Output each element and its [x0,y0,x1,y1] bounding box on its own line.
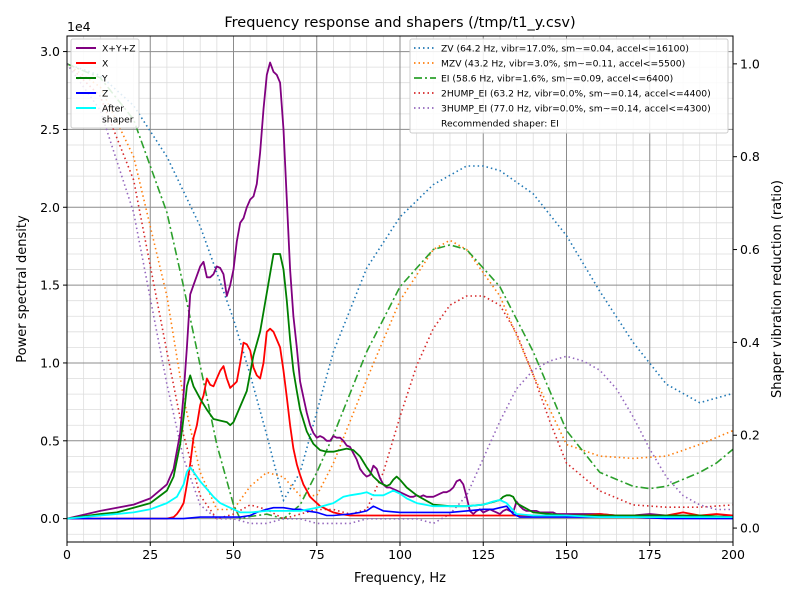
legend-right-label: ZV (64.2 Hz, vibr=17.0%, sm~=0.04, accel… [441,44,689,55]
legend-right: ZV (64.2 Hz, vibr=17.0%, sm~=0.04, accel… [409,38,729,134]
y-tick-label: 2.0 [40,200,60,215]
y-tick-label: 1.0 [40,355,60,370]
y-tick-label: 0.5 [40,433,60,448]
x-tick-label: 200 [721,547,745,562]
psd-series-line [67,327,734,520]
y2-axis-label: Shaper vibration reduction (ratio) [770,180,785,398]
y-tick-label: 0.0 [40,511,60,526]
shaper-series-line [66,63,734,511]
legend-left-label: Z [102,89,108,100]
y2-tick-label: 1.0 [740,56,760,71]
legend-left-label: shaper [102,115,134,126]
x-tick-label: 0 [63,547,71,562]
x-tick-label: 50 [226,547,242,562]
series-layer [66,61,734,525]
recommended-shaper-label: Recommended shaper: EI [441,119,559,130]
y-axis-label: Power spectral density [15,215,30,363]
x-tick-label: 25 [142,547,158,562]
x-tick-label: 125 [471,547,495,562]
y2-tick-label: 0.6 [740,242,760,257]
psd-series-line [67,505,733,520]
x-tick-label: 150 [555,547,579,562]
legend-right-label: EI (58.6 Hz, vibr=1.6%, sm~=0.09, accel<… [441,74,673,85]
psd-series-line [66,253,734,520]
y2-tick-label: 0.4 [740,335,760,350]
legend-left-box [70,38,140,129]
legend-left-label: X [102,59,108,70]
chart-title: Frequency response and shapers (/tmp/t1_… [224,15,575,31]
legend-left-label: Y [101,74,108,85]
y-tick-label: 1.5 [40,278,60,293]
x-tick-label: 100 [388,547,412,562]
y2-tick-label: 0.0 [740,521,760,536]
axes-layer: 0 25 50 75 100 125 150 175 200 0.0 0.5 1.0 1.5 2.0 2.5… [40,44,760,562]
x-tick-label: 75 [309,547,325,562]
x-axis-label: Frequency, Hz [354,571,446,586]
legend-right-box [409,38,729,134]
y-exponent-label: 1e4 [67,19,91,34]
psd-series-line [66,466,733,520]
y-tick-label: 2.5 [40,122,60,137]
legend-left-label: After [102,104,124,115]
y2-tick-label: 0.2 [740,428,760,443]
y2-tick-label: 0.8 [740,149,760,164]
legend-right-label: MZV (43.2 Hz, vibr=3.0%, sm~=0.11, accel… [441,59,685,70]
legend-right-label: 3HUMP_EI (77.0 Hz, vibr=0.0%, sm~=0.14, … [441,104,711,115]
shaper-series-line [66,63,734,503]
y-tick-label: 3.0 [40,44,60,59]
x-tick-label: 175 [638,547,662,562]
legend-left-label: X+Y+Z [102,44,136,55]
legend-right-label: 2HUMP_EI (63.2 Hz, vibr=0.0%, sm~=0.14, … [441,89,711,100]
shaper-series-line [66,63,734,520]
shaper-series-line [66,63,733,525]
shaper-series-line [66,63,734,520]
